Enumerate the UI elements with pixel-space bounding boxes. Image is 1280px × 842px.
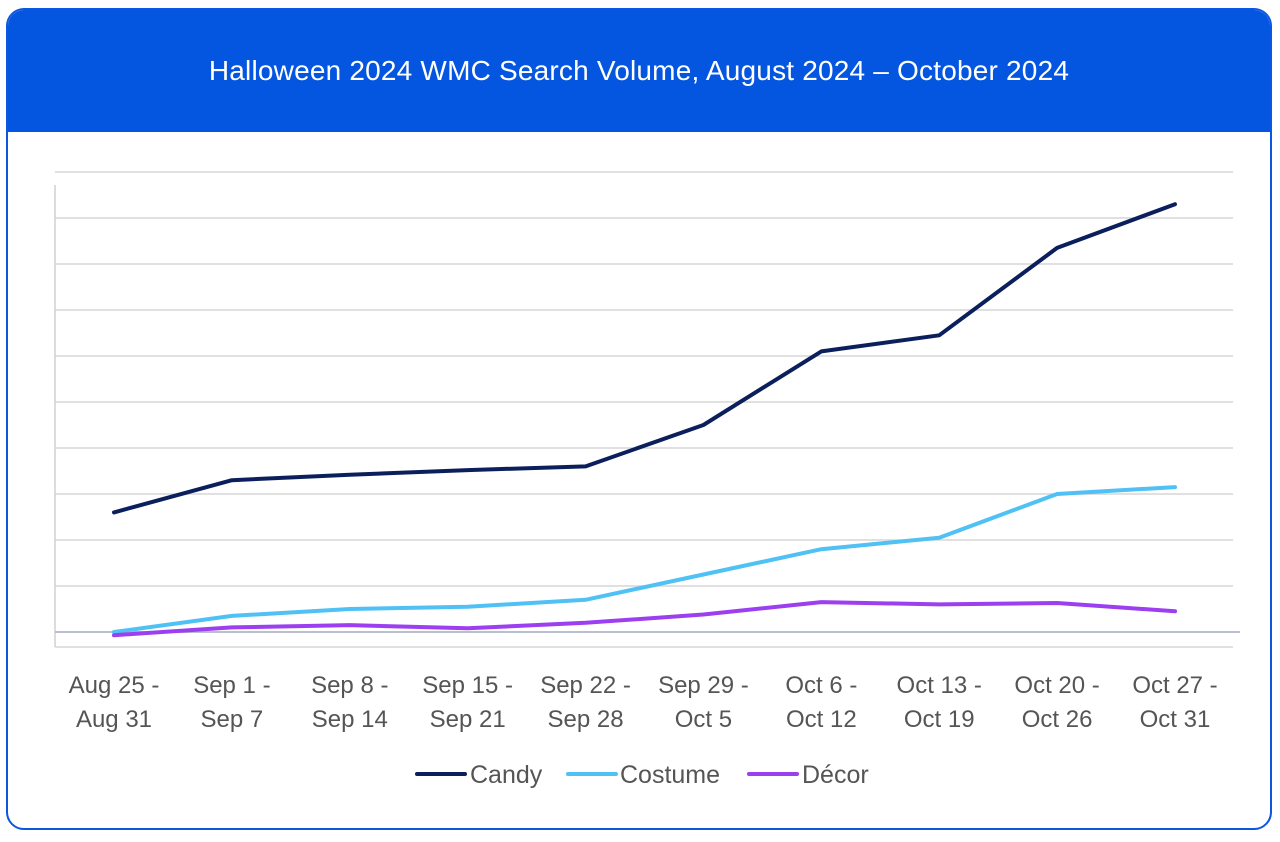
x-tick-label: Oct 27 - Oct 31 [1132, 672, 1217, 733]
x-tick-label-line: Sep 22 - [540, 672, 631, 699]
x-tick-label-line: Sep 7 [201, 706, 264, 733]
chart-header: Halloween 2024 WMC Search Volume, August… [8, 10, 1270, 132]
x-tick-label: Oct 20 - Oct 26 [1014, 672, 1099, 733]
x-tick-label: Sep 15 - Sep 21 [422, 672, 513, 733]
x-tick-label: Oct 6 - Oct 12 [785, 672, 857, 733]
x-tick-label-line: Oct 13 - [897, 672, 982, 699]
x-tick-label: Sep 1 - Sep 7 [193, 672, 270, 733]
x-tick-label-line: Oct 19 [904, 706, 975, 733]
series-line-candy [112, 202, 1177, 515]
x-tick-label-line: Sep 28 [548, 706, 624, 733]
x-tick-label-line: Oct 31 [1140, 706, 1211, 733]
series-line-costume [112, 485, 1177, 634]
x-tick-label-line: Oct 12 [786, 706, 857, 733]
legend-label: Candy [470, 761, 543, 789]
x-tick-label-line: Aug 25 - [69, 672, 160, 699]
x-tick-label-line: Oct 20 - [1014, 672, 1099, 699]
x-tick-label-line: Oct 26 [1022, 706, 1093, 733]
chart-title: Halloween 2024 WMC Search Volume, August… [208, 55, 1070, 86]
x-tick-label: Sep 29 - Oct 5 [658, 672, 749, 733]
x-tick-label: Aug 25 - Aug 31 [69, 672, 160, 733]
chart-card: Halloween 2024 WMC Search Volume, August… [6, 8, 1272, 830]
x-tick-label: Oct 13 - Oct 19 [897, 672, 982, 733]
x-tick-label-line: Sep 21 [430, 706, 506, 733]
x-tick-label-line: Aug 31 [76, 706, 152, 733]
x-tick-label-line: Oct 5 [675, 706, 732, 733]
x-tick-label-line: Sep 14 [312, 706, 388, 733]
x-tick-label-line: Sep 15 - [422, 672, 513, 699]
series-line-dcor [112, 600, 1177, 638]
legend-label: Décor [802, 761, 869, 789]
x-tick-label-line: Sep 8 - [311, 672, 388, 699]
x-tick-label-line: Sep 1 - [193, 672, 270, 699]
x-tick-label: Sep 22 - Sep 28 [540, 672, 631, 733]
x-tick-label-line: Oct 6 - [785, 672, 857, 699]
x-tick-label-line: Sep 29 - [658, 672, 749, 699]
legend-label: Costume [620, 761, 720, 789]
x-tick-label-line: Oct 27 - [1132, 672, 1217, 699]
x-tick-label: Sep 8 - Sep 14 [311, 672, 388, 733]
